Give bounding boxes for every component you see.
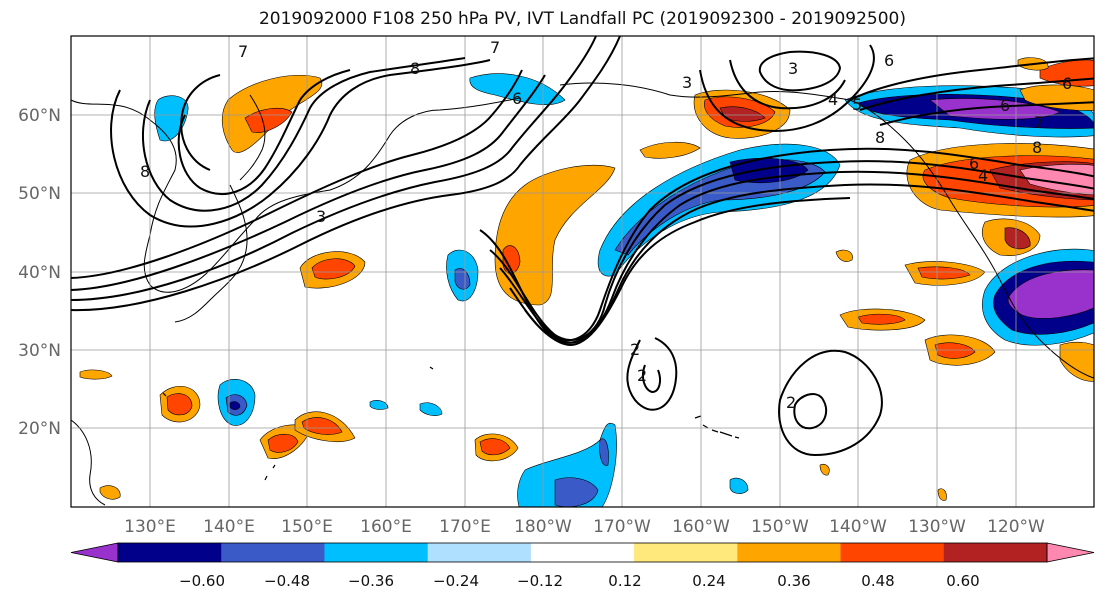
contour-label: 4 — [978, 166, 988, 185]
colorbar-segment — [530, 543, 635, 562]
contour-label: 7 — [1034, 113, 1044, 132]
colorbar-segment — [221, 543, 325, 562]
lon-label: 130°E — [124, 517, 176, 537]
colorbar-segment — [118, 543, 222, 562]
islands — [162, 366, 740, 481]
lon-label: 140°E — [203, 517, 255, 537]
colorbar-extension-low — [70, 542, 119, 563]
colorbar-segment — [737, 543, 842, 562]
lon-label: 130°W — [908, 517, 966, 537]
contour-label: 3 — [788, 59, 798, 78]
contour-label: 6 — [512, 89, 522, 108]
contour-label: 7 — [238, 42, 248, 61]
colorbar-tick-label: −0.48 — [264, 572, 310, 590]
lon-label: 120°W — [987, 517, 1045, 537]
contour-label: 2 — [637, 366, 647, 385]
figure-title: 2019092000 F108 250 hPa PV, IVT Landfall… — [258, 9, 906, 29]
colorbar-ticks: −0.60 −0.48 −0.36 −0.24 −0.12 0.12 0.24 … — [179, 572, 980, 590]
colorbar-tick-label: 0.12 — [608, 572, 641, 590]
colorbar-segment — [840, 543, 945, 562]
colorbar-tick-label: −0.12 — [517, 572, 563, 590]
contour-label: 8 — [140, 162, 150, 181]
colorbar-tick-label: −0.36 — [348, 572, 394, 590]
contour-label: 4 — [828, 90, 838, 109]
colorbar-extension-high — [1046, 542, 1095, 563]
colorbar-tick-label: −0.24 — [433, 572, 479, 590]
map-frame — [70, 35, 1095, 508]
contour-label: 2 — [786, 393, 796, 412]
lat-label: 40°N — [18, 263, 61, 283]
lon-label: 160°W — [672, 517, 730, 537]
coastlines — [71, 82, 1094, 506]
colorbar-segment — [324, 543, 429, 562]
colorbar-segment — [427, 543, 532, 562]
contour-labels: 7 8 7 6 3 3 6 6 4 5 6 7 8 8 6 4 8 2 2 2 … — [140, 38, 1072, 412]
lat-label: 20°N — [18, 419, 61, 439]
contour-label: 3 — [682, 73, 692, 92]
colorbar-tick-label: 0.24 — [692, 572, 725, 590]
colorbar-tick-label: 0.60 — [946, 572, 979, 590]
colorbar-segment — [634, 543, 738, 562]
contour-label: 6 — [884, 51, 894, 70]
contour-label: 5 — [852, 95, 862, 114]
colorbar-tick-label: 0.48 — [861, 572, 894, 590]
contour-label: 3 — [316, 207, 326, 226]
lon-label: 140°W — [829, 517, 887, 537]
lat-label: 60°N — [18, 106, 61, 126]
colorbar-tick-label: 0.36 — [777, 572, 810, 590]
colorbar — [70, 542, 1095, 563]
colorbar-segment — [943, 543, 1048, 562]
latitude-labels: 60°N 50°N 40°N 30°N 20°N — [18, 106, 61, 439]
lon-label: 180°W — [514, 517, 572, 537]
lon-label: 170°W — [593, 517, 651, 537]
lat-label: 30°N — [18, 341, 61, 361]
lat-label: 50°N — [18, 184, 61, 204]
contour-label: 6 — [1062, 74, 1072, 93]
contour-label: 8 — [1032, 138, 1042, 157]
contour-label: 7 — [490, 38, 500, 57]
lon-label: 150°E — [281, 517, 333, 537]
contour-label: 8 — [875, 128, 885, 147]
contour-label: 8 — [410, 59, 420, 78]
lon-label: 160°E — [360, 517, 412, 537]
pv-contours — [71, 36, 1094, 457]
longitude-labels: 130°E 140°E 150°E 160°E 170°E 180°W 170°… — [124, 517, 1045, 537]
contour-label: 6 — [969, 154, 979, 173]
lon-label: 170°E — [439, 517, 491, 537]
colorbar-outline — [117, 542, 1048, 563]
colorbar-tick-label: −0.60 — [179, 572, 225, 590]
contour-label: 6 — [1000, 96, 1010, 115]
contour-label: 2 — [630, 340, 640, 359]
lon-label: 150°W — [751, 517, 809, 537]
